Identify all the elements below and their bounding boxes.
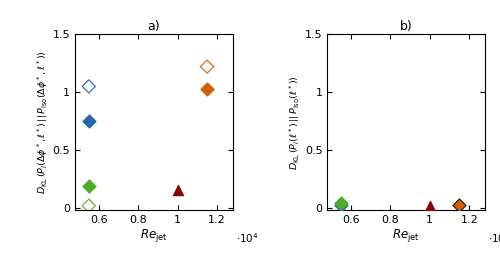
- Point: [85, 184, 93, 188]
- Point: [85, 84, 93, 88]
- Point: [337, 201, 345, 205]
- Y-axis label: $D_{\rm KL}\,(P_i(\Delta\phi^*, \ell^*)\,||\,P_{\rm iso}(\Delta\phi^*, \ell^*))$: $D_{\rm KL}\,(P_i(\Delta\phi^*, \ell^*)\…: [35, 50, 50, 194]
- X-axis label: $Re_{\rm jet}$: $Re_{\rm jet}$: [140, 227, 168, 244]
- Point: [426, 204, 434, 209]
- Point: [85, 119, 93, 123]
- X-axis label: $Re_{\rm jet}$: $Re_{\rm jet}$: [392, 227, 420, 244]
- Point: [337, 203, 345, 207]
- Point: [85, 204, 93, 208]
- Text: $\cdot10^4$: $\cdot10^4$: [488, 231, 500, 245]
- Point: [203, 64, 211, 69]
- Point: [203, 87, 211, 91]
- Point: [174, 188, 182, 192]
- Y-axis label: $D_{\rm KL}\,(P_i(\ell^*)\,||\,P_{\rm iso}(\ell^*))$: $D_{\rm KL}\,(P_i(\ell^*)\,||\,P_{\rm is…: [288, 75, 302, 170]
- Text: $\cdot10^4$: $\cdot10^4$: [236, 231, 258, 245]
- Point: [456, 203, 464, 207]
- Title: a): a): [148, 20, 160, 33]
- Title: b): b): [400, 20, 412, 33]
